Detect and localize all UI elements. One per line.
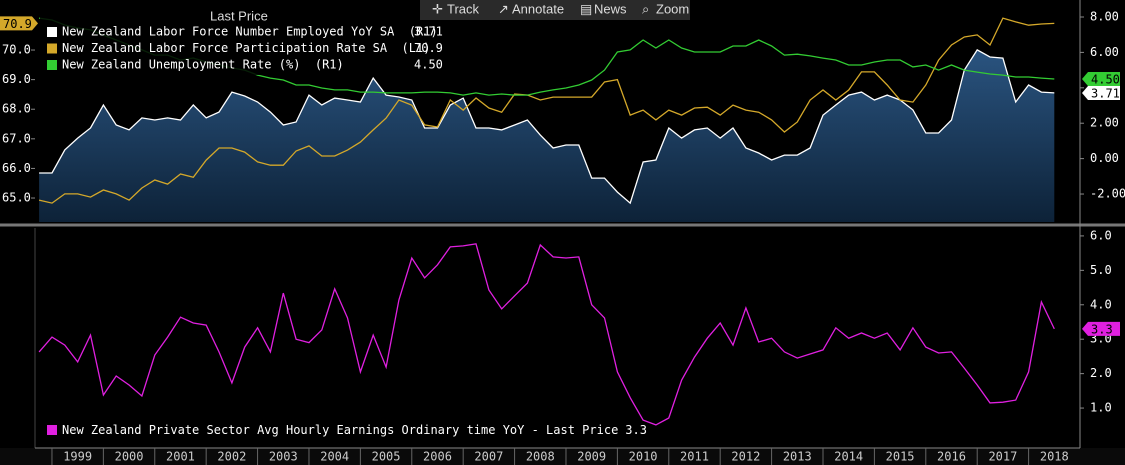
x-tick-label: 2011 xyxy=(680,450,709,464)
y2-tick-label: 2.00 xyxy=(1090,116,1119,130)
legend-box xyxy=(40,420,585,440)
toolbar-zoom[interactable]: Zoom xyxy=(656,1,689,16)
plots: 65.0 66.0 67.0 68.0 69.0 70.0 -2.00 0.00 2.00 4.0… xyxy=(2,9,1125,465)
legend-name: New Zealand Private Sector Avg Hourly Ea… xyxy=(62,423,618,437)
x-tick-label: 1999 xyxy=(63,450,92,464)
x-tick-label: 2003 xyxy=(269,450,298,464)
x-tick-label: 2004 xyxy=(320,450,349,464)
toolbar-icon: ↗ xyxy=(498,1,509,16)
overlay: Last Price ✛ Track ↗ Annotate ▤ News ⌕ Z… xyxy=(0,0,1120,440)
x-tick-label: 2005 xyxy=(372,450,401,464)
y-tick-label: 65.0 xyxy=(2,191,31,205)
last-price-tag-bg xyxy=(0,16,38,31)
legend-swatch xyxy=(47,43,57,54)
legend-value: 4.50 xyxy=(414,58,443,72)
toolbar-icon: ⌕ xyxy=(642,1,649,16)
x-tick-label: 2016 xyxy=(937,450,966,464)
line xyxy=(38,17,1055,204)
x-tick-label: 2000 xyxy=(115,450,144,464)
y2-tick-label: -2.00 xyxy=(1090,187,1125,201)
y2-tick-label: 8.00 xyxy=(1090,9,1119,23)
y-tick-label: 66.0 xyxy=(2,161,31,175)
line xyxy=(38,243,1055,426)
legend-title: Last Price xyxy=(210,8,268,23)
area xyxy=(39,49,1055,223)
legend-label: New Zealand Labor Force Participation Ra… xyxy=(62,41,430,55)
last-price-tag: 3.71 xyxy=(1091,86,1120,100)
x-tick-label: 2013 xyxy=(783,450,812,464)
last-price-tag: 3.3 xyxy=(1091,322,1113,336)
toolbar-track[interactable]: Track xyxy=(447,1,480,16)
y-tick-label: 67.0 xyxy=(2,131,31,145)
y-tick-label: 4.0 xyxy=(1090,297,1112,311)
legend-swatch xyxy=(47,27,57,37)
line xyxy=(39,49,1055,205)
x-tick-label: 2008 xyxy=(526,450,555,464)
x-tick-label: 2002 xyxy=(217,450,246,464)
legend-box xyxy=(40,7,450,75)
x-tick-label: 2010 xyxy=(629,450,658,464)
last-price-tag-bg xyxy=(1082,71,1120,86)
last-price-tag-bg xyxy=(1082,321,1120,336)
legend-label: New Zealand Private Sector Avg Hourly Ea… xyxy=(62,423,647,437)
y2-tick-label: 6.00 xyxy=(1090,45,1119,59)
legend-swatch xyxy=(47,425,57,435)
y-tick-label: 1.0 xyxy=(1090,401,1112,415)
last-price-tag: 4.50 xyxy=(1091,72,1120,86)
toolbar-annotate[interactable]: Annotate xyxy=(512,1,564,16)
y-tick-label: 5.0 xyxy=(1090,263,1112,277)
y-tick-label: 2.0 xyxy=(1090,366,1112,380)
y-tick-label: 68.0 xyxy=(2,102,31,116)
last-price-tag: 70.9 xyxy=(3,17,32,31)
toolbar-icon: ✛ xyxy=(432,1,443,16)
x-tick-label: 2001 xyxy=(166,450,195,464)
x-tick-label: 2015 xyxy=(886,450,915,464)
toolbar-icon: ▤ xyxy=(580,1,592,16)
legend-value: 3.3 xyxy=(625,423,647,437)
legend-label: New Zealand Labor Force Number Employed … xyxy=(62,25,438,39)
y-tick-label: 69.0 xyxy=(2,72,31,86)
last-price-tag-bg xyxy=(1082,85,1120,100)
legend-swatch xyxy=(47,60,57,70)
x-tick-label: 2017 xyxy=(988,450,1017,464)
y-tick-label: 70.0 xyxy=(2,43,31,57)
x-tick-label: 2014 xyxy=(834,450,863,464)
x-axis-band xyxy=(0,448,1125,465)
x-tick-label: 2018 xyxy=(1040,450,1069,464)
toolbar-news[interactable]: News xyxy=(594,1,627,16)
legend-label: New Zealand Unemployment Rate (%) (R1) xyxy=(62,58,344,72)
legend-value: 3.71 xyxy=(414,25,443,39)
toolbar xyxy=(420,0,690,20)
x-tick-label: 2009 xyxy=(577,450,606,464)
x-tick-label: 2007 xyxy=(474,450,503,464)
legend-value: 70.9 xyxy=(414,41,443,55)
y-tick-label: 6.0 xyxy=(1090,228,1112,242)
y2-tick-label: 0.00 xyxy=(1090,151,1119,165)
x-tick-label: 2006 xyxy=(423,450,452,464)
x-tick-label: 2012 xyxy=(731,450,760,464)
